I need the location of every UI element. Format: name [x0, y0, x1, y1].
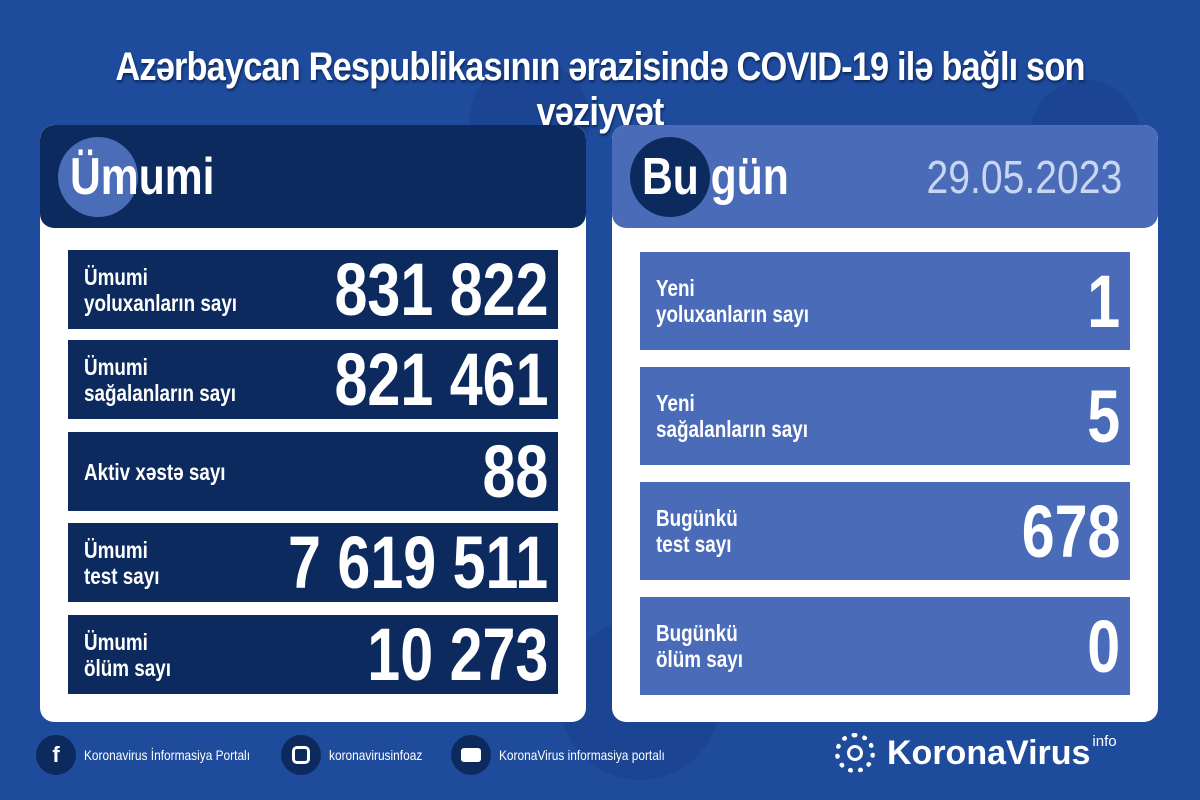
stat-value: 821 461 [334, 338, 548, 421]
instagram-icon [281, 735, 322, 775]
today-header: Bu gün 29.05.2023 [612, 125, 1158, 228]
stat-row: Ümumi ölüm sayı 10 273 [68, 613, 558, 696]
stat-label: Ümumi yoluxanların sayı [84, 263, 238, 316]
page-title: Azərbaycan Respublikasının ərazisində CO… [115, 45, 1085, 134]
stat-label: Bugünkü ölüm sayı [656, 620, 744, 672]
stat-value: 88 [482, 430, 548, 513]
today-date: 29.05.2023 [926, 150, 1122, 203]
stat-row: Bugünkü test sayı 678 [640, 482, 1130, 580]
stat-value: 10 273 [366, 613, 548, 696]
youtube-icon [451, 735, 492, 775]
stat-value: 1 [1087, 259, 1120, 343]
stat-row: Yeni sağalanların sayı 5 [640, 367, 1130, 465]
stat-row: Aktiv xəstə sayı 88 [68, 430, 558, 513]
facebook-icon: f [36, 735, 76, 775]
facebook-label: Koronavirus İnformasiya Portalı [84, 747, 251, 763]
stat-row: Ümumi test sayı 7 619 511 [68, 521, 558, 604]
virus-icon [58, 137, 138, 217]
facebook-link[interactable]: f Koronavirus İnformasiya Portalı [36, 735, 279, 775]
stat-row: Yeni yoluxanların sayı 1 [640, 252, 1130, 350]
instagram-label: koronavirusinfoaz [329, 747, 423, 763]
stat-label: Ümumi sağalanların sayı [84, 353, 237, 406]
virus-icon [630, 137, 710, 217]
stat-value: 5 [1087, 374, 1120, 458]
stat-value: 0 [1087, 604, 1120, 688]
stat-value: 678 [1021, 489, 1120, 573]
stat-label: Aktiv xəstə sayı [84, 458, 226, 485]
total-panel: Ümumi Ümumi yoluxanların sayı 831 822 Ümu… [40, 125, 586, 722]
today-panel: Bu gün 29.05.2023 Yeni yoluxanların sayı… [612, 125, 1158, 722]
total-header: Ümumi [40, 125, 586, 228]
instagram-link[interactable]: koronavirusinfoaz [281, 735, 439, 775]
youtube-link[interactable]: KoronaVirus informasiya portalı [451, 735, 694, 775]
koronavirus-logo: KoronaVirus info [835, 733, 1117, 773]
stat-value: 831 822 [334, 248, 548, 331]
total-heading: Ümumi [70, 147, 215, 206]
stat-label: Yeni yoluxanların sayı [656, 275, 810, 327]
stat-value: 7 619 511 [287, 521, 548, 604]
logo-sup: info [1092, 733, 1117, 750]
stat-label: Bugünkü test sayı [656, 505, 738, 557]
today-heading: Bu gün [642, 147, 789, 206]
stat-label: Ümumi test sayı [84, 536, 160, 589]
sun-icon [835, 733, 875, 773]
stat-label: Yeni sağalanların sayı [656, 390, 809, 442]
stat-row: Ümumi yoluxanların sayı 831 822 [68, 248, 558, 331]
youtube-label: KoronaVirus informasiya portalı [499, 747, 665, 763]
stat-row: Bugünkü ölüm sayı 0 [640, 597, 1130, 695]
stat-row: Ümumi sağalanların sayı 821 461 [68, 338, 558, 421]
stat-label: Ümumi ölüm sayı [84, 628, 172, 681]
footer: f Koronavirus İnformasiya Portalı koronav… [36, 733, 716, 777]
logo-text: KoronaVirus [887, 733, 1091, 772]
